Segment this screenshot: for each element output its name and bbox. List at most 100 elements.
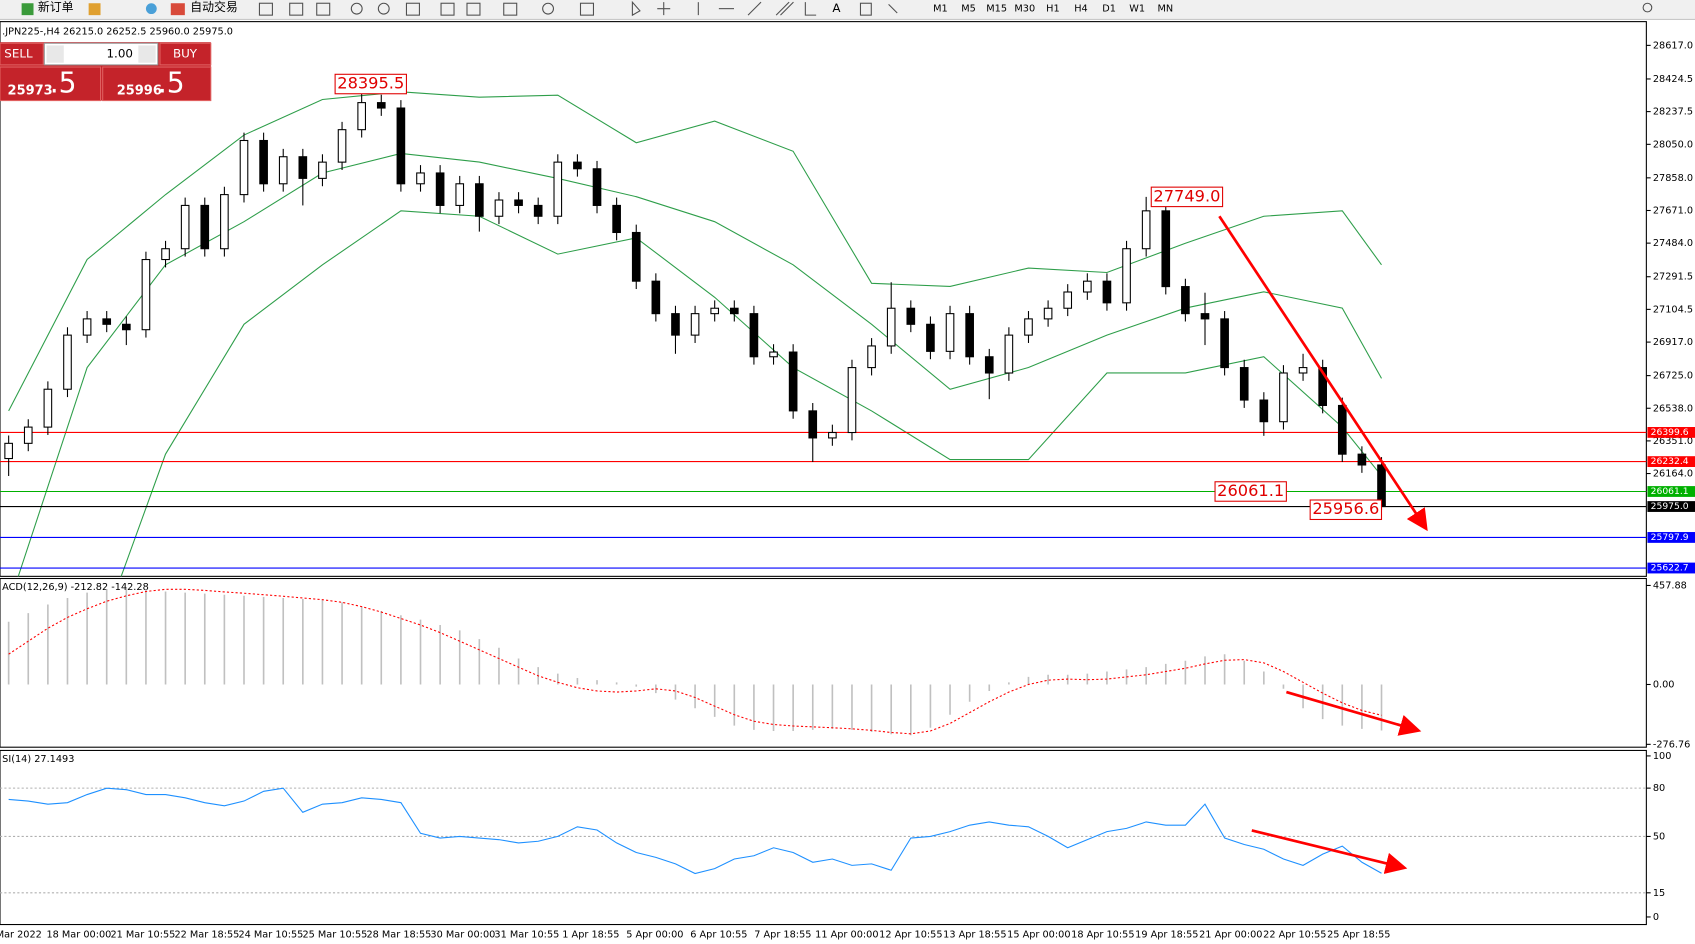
bollinger-lower	[120, 210, 1382, 577]
toolbar-icon[interactable]	[145, 3, 157, 15]
price-callout: 25956.6	[1312, 499, 1379, 518]
main-pane	[0, 21, 1647, 577]
chart-title: .JPN225-,H4 26215.0 26252.5 25960.0 2597…	[2, 26, 233, 37]
candle-body	[828, 431, 837, 439]
price-level-label: 25797.9	[1651, 532, 1689, 543]
candle-body	[592, 168, 602, 206]
timeframe-button[interactable]: M1	[933, 4, 948, 15]
y-tick-label: 26351.0	[1653, 436, 1693, 447]
auto-trading-icon[interactable]	[170, 3, 185, 16]
price-level-tag	[1647, 532, 1695, 543]
trend-arrow	[1251, 829, 1408, 874]
ask-fraction[interactable]: .5	[158, 66, 185, 99]
cursor-icon[interactable]	[631, 0, 641, 17]
timeframe-button[interactable]: M30	[1014, 4, 1035, 15]
y-tick-label: 27291.5	[1653, 272, 1693, 283]
tool-icon[interactable]	[542, 2, 555, 15]
buy-button[interactable]	[159, 42, 212, 66]
bid-fraction[interactable]: .5	[50, 66, 77, 99]
candle-body	[945, 313, 955, 352]
y-tick-label: 80	[1653, 783, 1665, 794]
y-tick-label: 27104.5	[1653, 304, 1693, 315]
fibo-icon[interactable]	[804, 2, 817, 16]
candle-body	[1318, 367, 1327, 407]
tool-icon[interactable]	[405, 2, 420, 16]
ask-box[interactable]	[102, 66, 212, 102]
label-icon[interactable]	[859, 2, 872, 16]
plot-area	[0, 84, 1647, 577]
candle-body	[180, 204, 190, 250]
timeframe-button[interactable]: H1	[1046, 4, 1059, 15]
y-tick-label: 27671.0	[1653, 205, 1693, 216]
buy-label[interactable]: BUY	[173, 47, 198, 61]
x-tick-label: 31 Mar 10:55	[494, 929, 559, 940]
timeframe-button[interactable]: W1	[1129, 4, 1145, 15]
tool-icon[interactable]	[316, 2, 331, 16]
x-tick-label: 22 Apr 10:55	[1263, 929, 1326, 940]
tool-icon[interactable]	[466, 2, 481, 16]
candle-body	[671, 313, 680, 336]
y-tick-label: 457.88	[1653, 580, 1687, 591]
x-tick-label: 18 Apr 10:55	[1071, 929, 1134, 940]
new-order-icon[interactable]	[21, 3, 34, 16]
candle-body	[455, 183, 465, 206]
tool-icon[interactable]	[289, 2, 304, 16]
arrows-icon[interactable]	[888, 3, 898, 14]
timeframe-button[interactable]: M5	[961, 4, 976, 15]
candle-body	[416, 172, 425, 185]
candle-body	[710, 307, 720, 315]
crosshair-icon[interactable]	[657, 2, 671, 16]
tool-icon[interactable]	[579, 2, 595, 16]
x-tick-label: 7 Apr 18:55	[754, 929, 811, 940]
sell-button[interactable]	[0, 42, 44, 66]
y-tick-label: 28617.0	[1653, 40, 1693, 51]
toolbar-icon[interactable]	[88, 3, 101, 16]
timeframe-button[interactable]: H4	[1074, 4, 1087, 15]
price-level-label: 25622.7	[1651, 563, 1689, 574]
search-icon[interactable]	[1642, 2, 1653, 13]
indicator-title: ACD(12,26,9) -212.82 -142.28	[2, 582, 149, 593]
y-tick-label: 26725.0	[1653, 371, 1693, 382]
zoom-in-icon[interactable]	[350, 2, 363, 15]
x-tick-label: 25 Mar 10:55	[302, 929, 367, 940]
volume-input[interactable]	[43, 42, 159, 66]
candle-body	[749, 313, 759, 358]
plot-area	[7, 588, 1383, 736]
tool-icon[interactable]	[503, 2, 518, 16]
candle-body	[769, 351, 778, 358]
y-tick-label: 50	[1653, 831, 1665, 842]
bid-price[interactable]: 25973	[8, 83, 53, 98]
timeframe-button[interactable]: MN	[1157, 4, 1173, 15]
volume-down[interactable]	[46, 45, 64, 63]
candle-body	[690, 313, 700, 336]
bid-box[interactable]	[0, 66, 102, 102]
volume-up[interactable]	[138, 45, 156, 63]
price-callout-box	[1214, 481, 1287, 502]
volume-value[interactable]: 1.00	[107, 47, 133, 61]
sell-label[interactable]: SELL	[4, 47, 33, 61]
timeframe-button[interactable]: M15	[986, 4, 1007, 15]
new-order-button[interactable]: 新订单	[38, 0, 74, 14]
channel-icon[interactable]	[775, 1, 794, 16]
candle-body	[278, 156, 288, 185]
x-tick-label: Mar 2022	[0, 929, 42, 940]
timeframe-bar: M1 M5 M15 M30 H1 H4 D1 W1 MN	[933, 4, 1173, 15]
x-tick-label: 5 Apr 00:00	[626, 929, 683, 940]
x-tick-label: 25 Apr 18:55	[1327, 929, 1390, 940]
price-callout-box	[1150, 186, 1224, 208]
zoom-out-icon[interactable]	[377, 2, 390, 15]
candle-body	[1337, 404, 1347, 455]
ask-price[interactable]: 25996	[117, 83, 162, 98]
tool-icon[interactable]	[440, 2, 455, 16]
candle-body	[121, 323, 131, 331]
candle-body	[788, 351, 798, 412]
text-tool[interactable]: A	[832, 1, 841, 15]
main-chart: .JPN225-,H4 26215.0 26252.5 25960.0 2597…	[0, 26, 1695, 577]
tool-icon[interactable]	[258, 2, 273, 16]
price-level-tag	[1647, 486, 1695, 497]
auto-trading-button[interactable]: 自动交易	[190, 0, 237, 14]
price-level-label: 26061.1	[1651, 486, 1689, 497]
trendline-icon[interactable]	[747, 1, 762, 16]
timeframe-button[interactable]: D1	[1102, 4, 1116, 15]
candle-body	[1220, 318, 1229, 369]
